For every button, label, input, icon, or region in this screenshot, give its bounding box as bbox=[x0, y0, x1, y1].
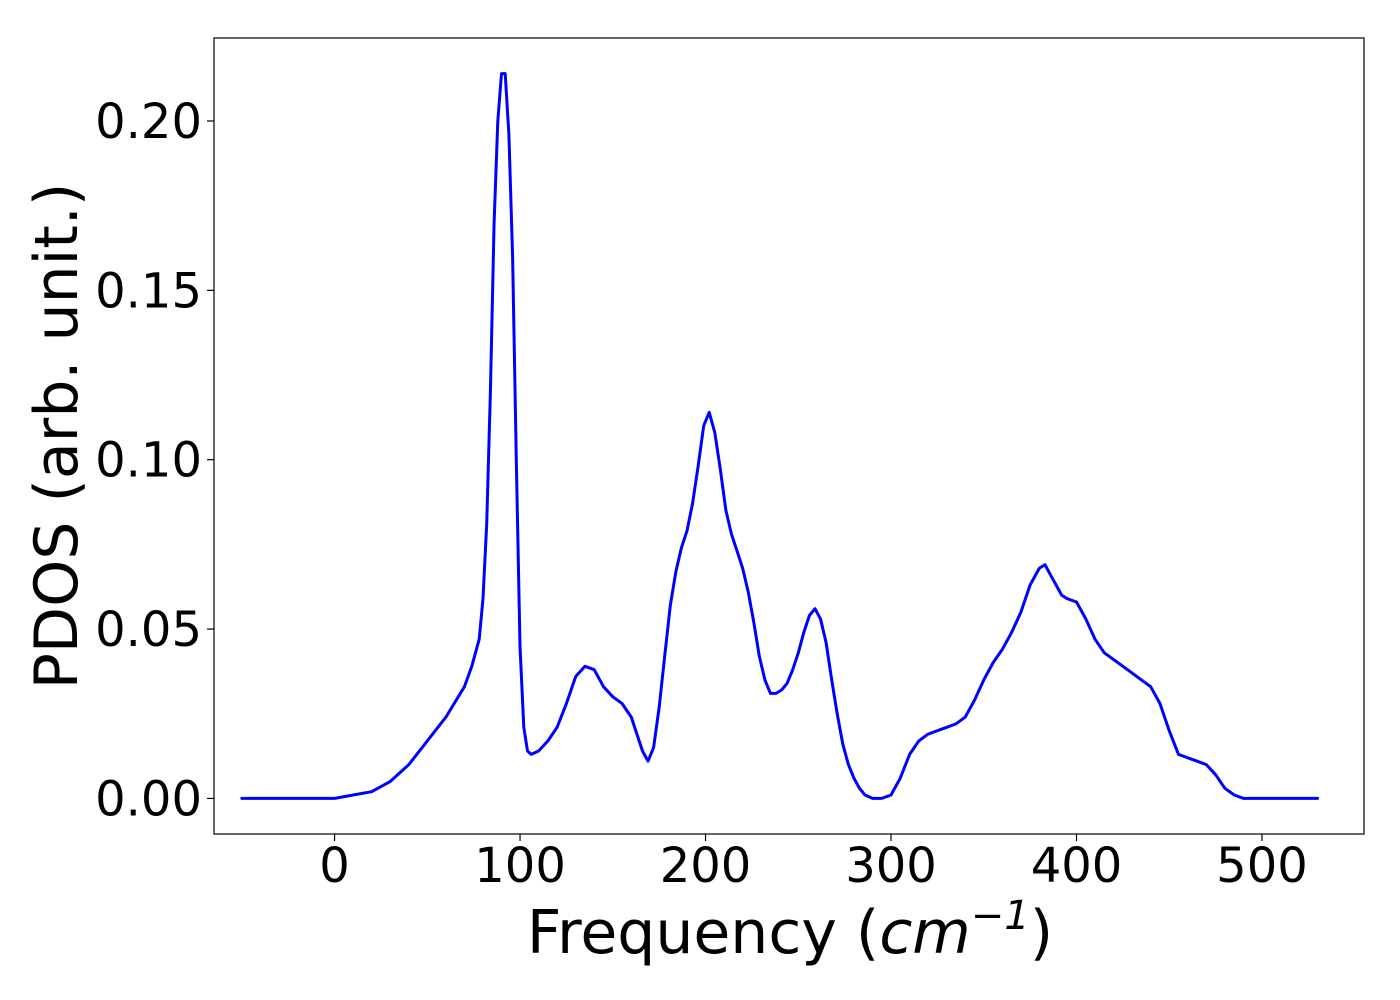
x-axis-title-close: ) bbox=[1030, 898, 1053, 968]
y-tick-label: 0.10 bbox=[95, 433, 202, 489]
plot-area-frame bbox=[213, 37, 1365, 835]
x-tick-label: 100 bbox=[474, 838, 566, 894]
y-tick-label: 0.15 bbox=[95, 263, 202, 319]
x-axis-title: Frequency (cm−1) bbox=[527, 893, 1053, 968]
y-tick-label: 0.05 bbox=[95, 602, 202, 658]
y-axis-title: PDOS (arb. unit.) bbox=[22, 183, 92, 690]
y-tick-label: 0.20 bbox=[95, 94, 202, 150]
x-tick-label: 300 bbox=[845, 838, 937, 894]
x-axis-title-unit: cm bbox=[879, 898, 970, 968]
x-tick-label: 500 bbox=[1216, 838, 1308, 894]
x-axis-title-text: Frequency ( bbox=[527, 898, 879, 968]
axis-ticks: 0 100 200 300 400 500 0.00 0.05 0.10 0.15 0.20 bbox=[95, 94, 1308, 894]
x-axis-title-exponent: −1 bbox=[971, 893, 1030, 939]
y-tick-label: 0.00 bbox=[95, 771, 202, 827]
x-tick-label: 400 bbox=[1031, 838, 1123, 894]
pdos-series-line bbox=[240, 72, 1320, 800]
x-tick-label: 0 bbox=[319, 838, 350, 894]
x-tick-label: 200 bbox=[660, 838, 752, 894]
